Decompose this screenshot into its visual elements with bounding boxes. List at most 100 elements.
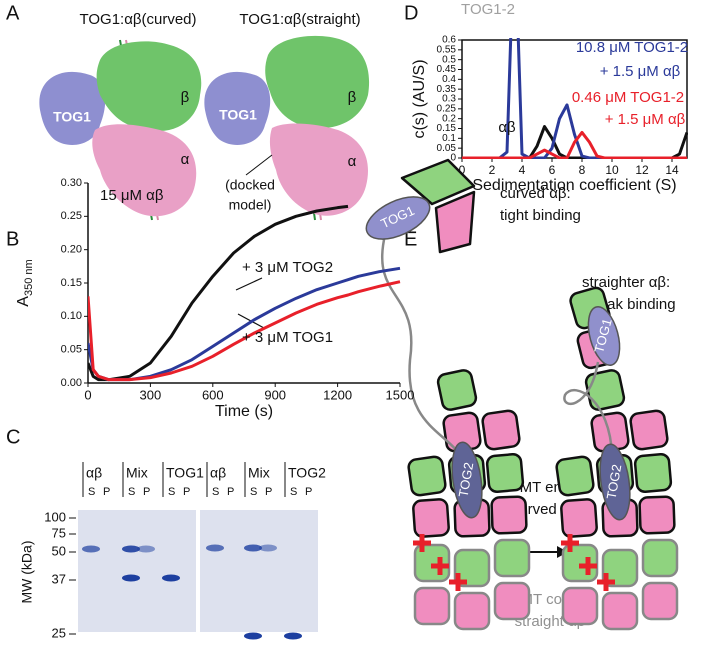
tubulin-subunit <box>412 498 450 538</box>
x-tick-label: 10 <box>605 163 619 177</box>
panel-letter: E <box>404 228 417 250</box>
annotation: + 3 μM TOG2 <box>242 259 333 276</box>
x-tick-label: 600 <box>202 387 224 402</box>
gel-band <box>122 545 140 553</box>
tubulin-subunit <box>493 538 531 578</box>
lane-label: Mix <box>126 465 148 481</box>
fraction-label: S <box>88 486 95 498</box>
annotation: + 1.5 μM αβ <box>600 63 681 80</box>
data-line <box>462 130 687 159</box>
tog-domain <box>599 443 631 521</box>
x-tick-label: 0 <box>459 163 466 177</box>
tubulin-subunit <box>641 581 679 621</box>
note: model) <box>229 197 272 213</box>
tubulin-subunit <box>453 548 491 588</box>
gel <box>200 510 318 632</box>
tubulin-subunit <box>561 586 599 626</box>
gel-band <box>244 544 262 552</box>
plot-area <box>462 38 688 159</box>
y-tick-label: 0.4 <box>442 74 456 85</box>
fraction-label: P <box>265 486 272 498</box>
curved-alpha <box>434 190 476 254</box>
fraction-label: S <box>168 486 175 498</box>
fraction-label: P <box>227 486 234 498</box>
x-tick-label: 0 <box>84 387 91 402</box>
gel-band <box>122 574 140 582</box>
tog-domain <box>365 196 431 240</box>
gel-band <box>82 545 100 553</box>
annotation: + 3 μM TOG1 <box>242 329 333 346</box>
tubulin-subunit <box>638 495 676 535</box>
linker <box>380 234 459 453</box>
tog-domain <box>587 306 621 366</box>
linker <box>563 361 614 456</box>
gel-band <box>284 632 302 640</box>
mutation-mark <box>585 557 591 575</box>
annotation: TOG1-2 <box>461 1 515 18</box>
lane-label: Mix <box>248 465 270 481</box>
tubulin-subunit <box>601 548 639 588</box>
annotation: 0.46 μM TOG1-2 <box>572 89 684 106</box>
lane-label: αβ <box>210 465 226 481</box>
gel-band <box>137 545 155 553</box>
x-tick-label: 14 <box>665 163 679 177</box>
y-axis-label-main: c(s) (AU/S) <box>411 59 428 138</box>
fraction-label: S <box>212 486 219 498</box>
mw-label: 25 <box>52 625 66 640</box>
annotation: 15 μM αβ <box>100 187 164 204</box>
structure-title: TOG1:αβ(curved) <box>79 11 196 28</box>
tog1-surface <box>204 71 271 145</box>
panel-a: TOG1:αβ(curved) TOG1:αβ(straight) TOG1 β… <box>39 11 370 221</box>
gel-band <box>244 632 262 640</box>
x-tick-label: 900 <box>264 387 286 402</box>
y-axis-label-sub: 350 nm <box>23 259 35 296</box>
domain-label: β <box>181 89 190 106</box>
tog1-surface <box>39 71 106 145</box>
y-tick-label: 0.30 <box>61 177 82 189</box>
tubulin-subunit <box>633 453 673 493</box>
y-tick-label: 0 <box>450 153 456 164</box>
tog-label: TOG2 <box>456 461 477 498</box>
data-line <box>88 280 401 382</box>
beta-surface <box>96 41 202 131</box>
lane-label: TOG2 <box>288 465 326 481</box>
leader-line <box>235 277 263 291</box>
gel-band <box>162 574 180 582</box>
note: (docked <box>225 177 275 193</box>
tubulin-subunit <box>584 369 626 411</box>
y-tick-label: 0.6 <box>442 35 456 46</box>
lane-label: αβ <box>86 465 102 481</box>
x-tick-label: 2 <box>489 163 496 177</box>
fraction-label: S <box>128 486 135 498</box>
x-axis-label: Time (s) <box>215 403 273 420</box>
fraction-label: P <box>305 486 312 498</box>
plot-area <box>88 204 401 382</box>
tog-label: TOG2 <box>604 463 625 500</box>
gel-band <box>206 544 224 552</box>
y-tick-label: 0.05 <box>61 344 82 356</box>
structure-title: TOG1:αβ(straight) <box>239 11 360 28</box>
tubulin-subunit <box>453 591 491 631</box>
tubulin-subunit <box>629 409 669 451</box>
gel <box>78 510 196 632</box>
y-tick-label: 0.5 <box>442 54 456 65</box>
fraction-label: S <box>290 486 297 498</box>
diagram-label: straighter αβ: <box>582 274 670 291</box>
diagram-label: tight binding <box>500 207 581 224</box>
x-tick-label: 1500 <box>386 387 415 402</box>
tubulin-subunit <box>490 495 528 535</box>
y-axis-label: A350 nm <box>15 259 35 306</box>
annotation: 10.8 μM TOG1-2 <box>576 39 688 56</box>
gel-band <box>259 544 277 552</box>
alpha-surface <box>92 124 197 217</box>
fraction-label: S <box>250 486 257 498</box>
y-tick-label: 0.1 <box>442 133 456 144</box>
panel-letter: D <box>404 2 418 24</box>
diagram-label: curved αβ: <box>500 185 571 202</box>
axis-label: MW (kDa) <box>19 541 35 604</box>
domain-label: α <box>348 153 357 170</box>
tubulin-subunit <box>413 586 451 626</box>
x-tick-label: 1200 <box>323 387 352 402</box>
y-tick-label: 0.55 <box>437 44 457 55</box>
